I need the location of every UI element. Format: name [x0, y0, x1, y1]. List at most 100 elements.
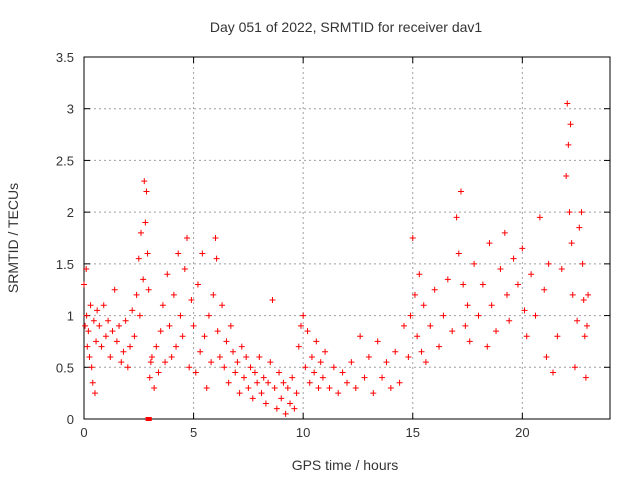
- data-point: [287, 400, 294, 407]
- data-point: [199, 250, 206, 257]
- chart-title: Day 051 of 2022, SRMTID for receiver dav…: [210, 19, 483, 35]
- data-point: [466, 338, 473, 345]
- data-point: [422, 359, 429, 366]
- x-tick-label: 5: [190, 425, 197, 440]
- data-point: [91, 390, 98, 397]
- data-point: [212, 235, 219, 241]
- data-point: [247, 364, 254, 371]
- data-point: [147, 359, 154, 366]
- data-point: [133, 291, 140, 298]
- data-point: [365, 353, 372, 360]
- y-tick-label: 2.5: [56, 153, 74, 168]
- data-point: [471, 260, 478, 267]
- data-point: [221, 364, 228, 371]
- x-tick-label: 10: [296, 425, 310, 440]
- data-point: [83, 266, 90, 273]
- data-point: [420, 302, 427, 309]
- data-point: [464, 302, 471, 309]
- data-point: [576, 224, 583, 231]
- data-point: [568, 240, 575, 247]
- data-point: [569, 291, 576, 298]
- data-point: [289, 374, 296, 381]
- data-point: [578, 209, 585, 216]
- data-point: [295, 343, 302, 350]
- y-tick-label: 0.5: [56, 360, 74, 375]
- data-point: [405, 353, 412, 360]
- y-tick-label: 0: [67, 412, 74, 427]
- data-point: [348, 359, 355, 366]
- data-point: [284, 384, 291, 391]
- data-point: [297, 322, 304, 329]
- data-point: [460, 281, 467, 288]
- y-tick-label: 3.5: [56, 50, 74, 65]
- data-point: [258, 390, 265, 397]
- data-point: [148, 353, 155, 360]
- data-point: [444, 276, 451, 283]
- gridlines: [84, 57, 610, 419]
- data-point: [532, 312, 539, 319]
- data-point: [361, 374, 368, 381]
- data-point: [227, 322, 234, 329]
- data-point: [558, 266, 565, 273]
- x-tick-label: 15: [406, 425, 420, 440]
- x-tick-label: 20: [515, 425, 529, 440]
- data-point: [144, 250, 151, 257]
- data-point: [479, 281, 486, 288]
- data-point: [205, 312, 212, 319]
- data-point: [102, 333, 109, 340]
- data-point: [514, 281, 521, 288]
- data-point: [164, 271, 171, 278]
- data-point: [203, 384, 210, 391]
- data-point: [278, 395, 285, 402]
- data-point: [488, 302, 495, 309]
- data-point: [411, 291, 418, 298]
- data-point: [223, 338, 230, 345]
- data-point: [82, 322, 89, 329]
- data-point: [383, 359, 390, 366]
- y-axis: 0 0.5 1 1.5 2 2.5 3 3.5: [56, 50, 610, 427]
- data-point: [565, 141, 572, 148]
- data-point: [136, 312, 143, 319]
- data-point: [571, 364, 578, 371]
- data-point: [155, 369, 162, 376]
- data-point: [140, 276, 147, 283]
- data-point: [118, 359, 125, 366]
- data-point: [153, 343, 160, 350]
- data-point: [194, 281, 201, 288]
- data-point: [497, 266, 504, 273]
- data-point: [113, 338, 120, 345]
- data-point: [506, 317, 513, 324]
- data-point: [83, 312, 90, 319]
- data-point: [580, 297, 587, 304]
- data-point: [335, 390, 342, 397]
- data-point: [157, 328, 164, 335]
- data-point: [567, 121, 574, 128]
- x-axis: 0 5 10 15 20: [80, 57, 530, 440]
- data-point: [326, 384, 333, 391]
- data-point: [146, 374, 153, 381]
- data-point: [322, 348, 329, 355]
- data-point: [409, 235, 416, 241]
- data-point: [107, 353, 114, 360]
- data-point: [96, 322, 103, 329]
- data-point: [449, 328, 456, 335]
- data-point: [282, 410, 289, 417]
- data-point: [339, 369, 346, 376]
- data-point: [116, 322, 123, 329]
- data-point: [105, 317, 112, 324]
- data-point: [188, 297, 195, 304]
- data-point: [523, 333, 530, 340]
- data-point: [219, 302, 226, 309]
- data-point: [564, 100, 571, 107]
- data-point: [414, 333, 421, 340]
- data-point: [159, 302, 166, 309]
- data-point: [462, 322, 469, 329]
- data-point: [317, 359, 324, 366]
- data-point: [545, 260, 552, 267]
- data-point: [129, 307, 136, 314]
- data-point: [267, 359, 274, 366]
- data-point: [574, 317, 581, 324]
- data-point: [379, 374, 386, 381]
- data-point: [330, 364, 337, 371]
- data-point: [94, 307, 101, 314]
